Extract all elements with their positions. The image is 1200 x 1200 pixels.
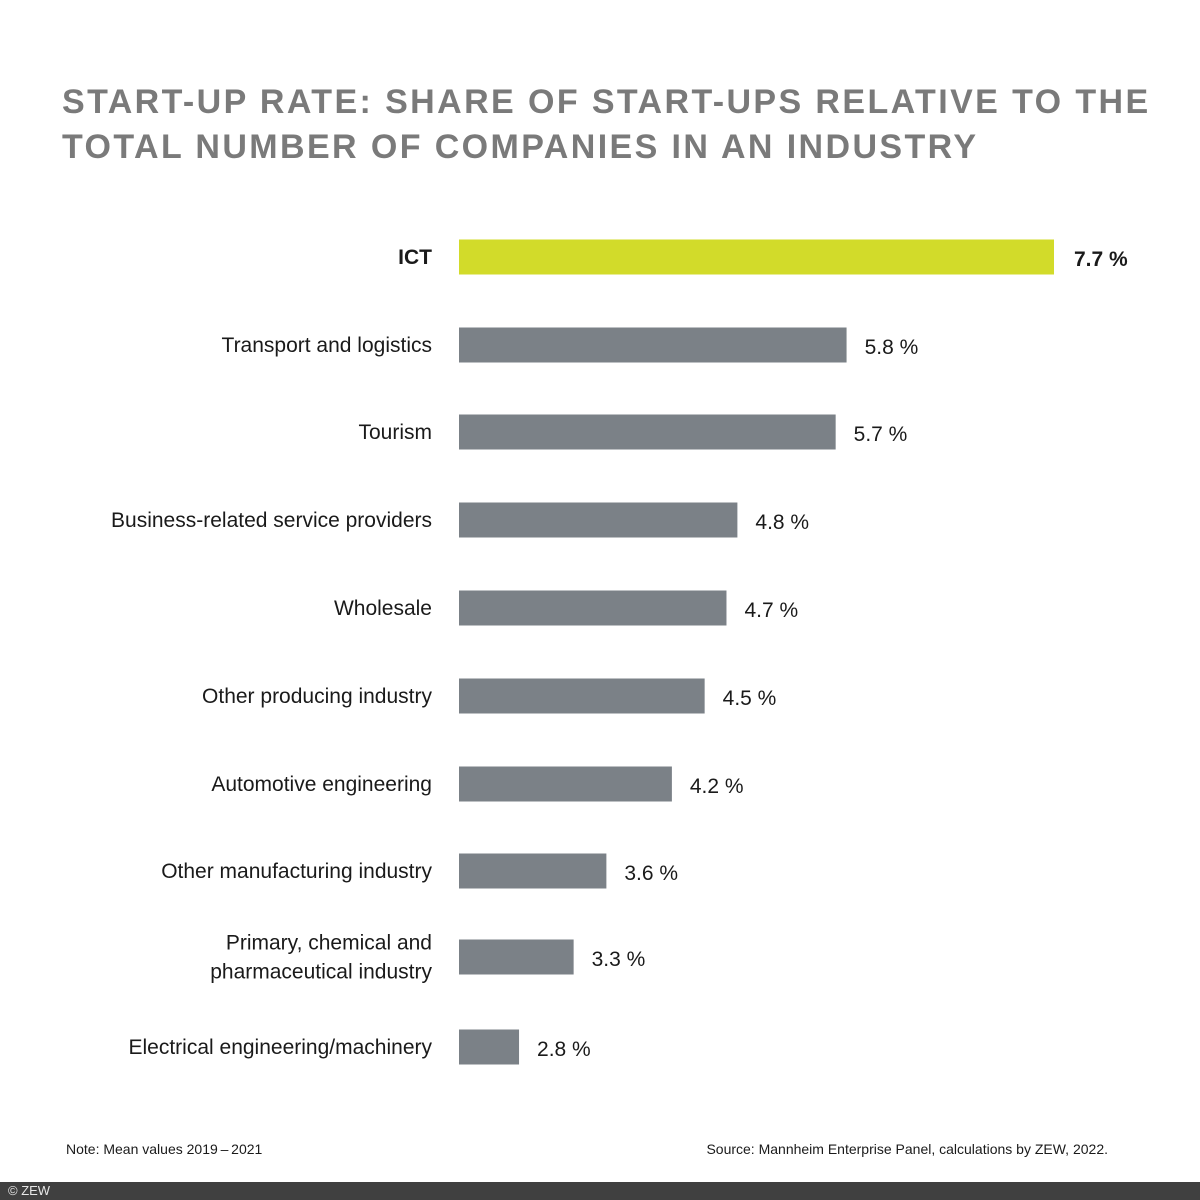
chart-note: Note: Mean values 2019 – 2021 xyxy=(66,1141,263,1157)
category-label-line: Primary, chemical and xyxy=(226,932,432,955)
bar-6 xyxy=(459,766,672,802)
bar-7 xyxy=(459,853,607,889)
value-label: 2.8 % xyxy=(537,1038,591,1061)
category-label: Tourism xyxy=(358,421,432,444)
category-label-line: ICT xyxy=(398,246,432,269)
category-label-line: Electrical engineering/machinery xyxy=(129,1036,433,1059)
category-label: Other producing industry xyxy=(202,685,432,708)
category-label-line: Other producing industry xyxy=(202,685,432,708)
value-label: 4.8 % xyxy=(755,511,809,534)
category-label-line: Other manufacturing industry xyxy=(161,860,432,883)
value-label: 5.8 % xyxy=(865,336,919,359)
value-label: 4.5 % xyxy=(723,687,777,710)
value-label: 5.7 % xyxy=(854,423,908,446)
chart-title-line-1: START-UP RATE: SHARE OF START-UPS RELATI… xyxy=(62,83,1151,121)
chart-title-line-2: TOTAL NUMBER OF COMPANIES IN AN INDUSTRY xyxy=(62,128,979,166)
bar-3 xyxy=(459,502,738,538)
category-label: Wholesale xyxy=(334,597,432,620)
category-label-line: pharmaceutical industry xyxy=(210,961,432,984)
bar-9 xyxy=(459,1029,520,1065)
category-label-line: Tourism xyxy=(358,421,432,444)
category-label: Other manufacturing industry xyxy=(161,860,432,883)
value-label: 7.7 % xyxy=(1074,248,1128,271)
chart-source: Source: Mannheim Enterprise Panel, calcu… xyxy=(706,1141,1108,1157)
category-label-line: Business-related service providers xyxy=(111,509,432,532)
value-label: 3.3 % xyxy=(592,948,646,971)
category-label: Electrical engineering/machinery xyxy=(129,1036,433,1059)
bar-0 xyxy=(459,239,1054,275)
category-label: Transport and logistics xyxy=(222,334,432,357)
category-label: Automotive engineering xyxy=(211,773,432,796)
category-label-line: Automotive engineering xyxy=(211,773,432,796)
bar-8 xyxy=(459,939,574,975)
bar-chart: ICT 7.7 % Transport and logistics 5.8 % Tour… xyxy=(111,239,1128,1065)
category-label: ICT xyxy=(398,246,432,269)
bar-4 xyxy=(459,590,727,626)
category-label: Business-related service providers xyxy=(111,509,432,532)
category-label-line: Wholesale xyxy=(334,597,432,620)
chart-title: START-UP RATE: SHARE OF START-UPS RELATI… xyxy=(62,80,1162,170)
copyright-footer: © ZEW xyxy=(0,1182,1200,1200)
category-label-line: Transport and logistics xyxy=(222,334,432,357)
value-label: 4.7 % xyxy=(744,599,798,622)
bar-5 xyxy=(459,678,705,714)
bar-2 xyxy=(459,414,836,450)
value-label: 3.6 % xyxy=(624,862,678,885)
category-label: Primary, chemical and pharmaceutical indu… xyxy=(210,932,432,984)
bar-1 xyxy=(459,327,847,363)
value-label: 4.2 % xyxy=(690,775,744,798)
